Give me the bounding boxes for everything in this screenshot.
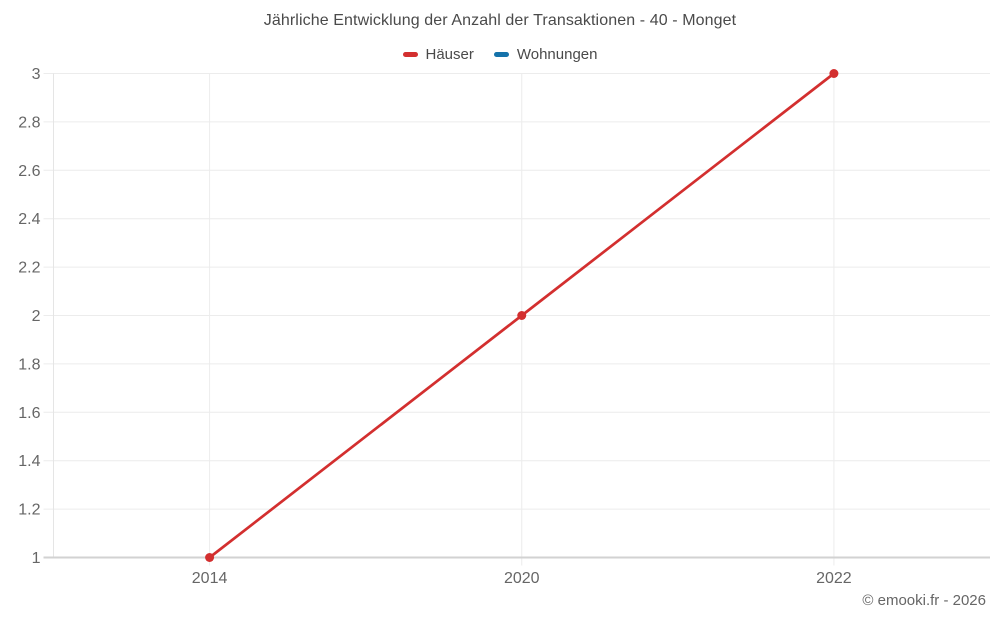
data-point[interactable] [517,311,527,320]
legend-label-wohnungen: Wohnungen [516,46,598,63]
legend-label-haeuser: Häuser [425,46,474,63]
legend-swatch-haeuser-icon [402,52,418,57]
y-tick-label: 2.2 [18,260,40,277]
data-point[interactable] [829,69,839,78]
y-tick-label: 2.6 [18,163,40,180]
y-tick-label: 1.4 [18,453,40,470]
chart-legend: Häuser Wohnungen [0,46,1000,63]
legend-item-haeuser[interactable]: Häuser [402,46,474,63]
x-tick-label: 2022 [816,570,852,587]
x-tick-label: 2020 [504,570,540,587]
y-tick-label: 1.2 [18,502,40,519]
x-tick-label: 2014 [192,570,228,587]
y-tick-label: 2 [32,308,41,325]
chart-title: Jährliche Entwicklung der Anzahl der Tra… [263,12,737,29]
y-tick-label: 2.8 [18,114,40,131]
legend-item-wohnungen[interactable]: Wohnungen [493,46,598,63]
copyright-footer: © emooki.fr - 2026 [862,592,986,609]
y-tick-label: 1.6 [18,405,40,422]
y-tick-label: 3 [32,66,41,83]
y-tick-label: 2.4 [18,211,40,228]
y-tick-label: 1.8 [18,356,40,373]
legend-swatch-wohnungen-icon [493,52,509,57]
y-tick-label: 1 [32,550,41,567]
data-point[interactable] [205,553,215,562]
